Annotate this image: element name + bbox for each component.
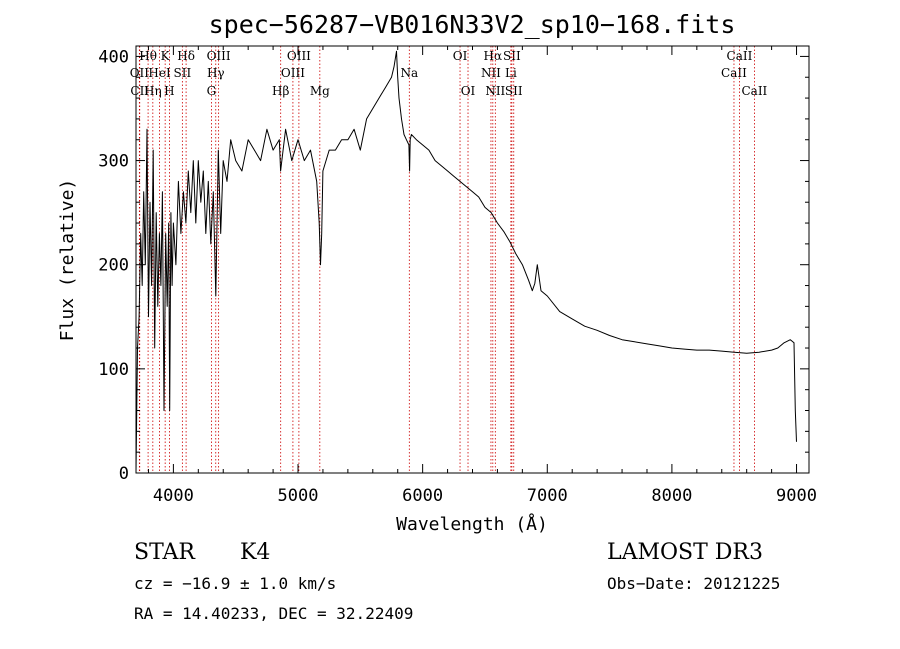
y-tick-label: 300: [98, 152, 129, 172]
x-tick-label: 8000: [651, 486, 692, 506]
spectral-line-label: CaII: [721, 66, 747, 80]
spectral-line-label: Mg: [310, 84, 330, 98]
spectral-line-label: NII: [481, 66, 501, 80]
x-tick-label: 7000: [527, 486, 568, 506]
spectral-line-label: H: [164, 84, 174, 98]
spectral-line-label: SII: [174, 66, 192, 80]
coordinates: RA = 14.40233, DEC = 32.22409: [134, 604, 414, 623]
spectral-line-label: OIII: [281, 66, 305, 80]
redshift-velocity: cz = −16.9 ± 1.0 km/s: [134, 574, 337, 593]
spectral-line-label: HeI: [148, 66, 171, 80]
plot-frame: [135, 45, 810, 474]
object-subclass: K4: [240, 540, 271, 565]
spectral-line-label: OI: [461, 84, 476, 98]
spectral-line-label: SII: [505, 84, 523, 98]
spectral-line-label: OIII: [287, 49, 311, 63]
spectral-line-label: SII: [503, 49, 521, 63]
spectral-line-label: Hθ: [139, 49, 157, 63]
observation-date: Obs−Date: 20121225: [607, 574, 781, 593]
survey-name: LAMOST DR3: [607, 540, 763, 565]
y-tick-label: 0: [119, 464, 129, 484]
spectral-line-label: Hη: [144, 84, 162, 98]
y-tick-label: 100: [98, 360, 129, 380]
spectral-line-label: OII: [130, 66, 150, 80]
spectral-line-label: Hδ: [177, 49, 195, 63]
spectral-line-label: CaII: [741, 84, 767, 98]
y-axis-label: Flux (relative): [57, 179, 78, 342]
spectral-line-label: CII: [130, 84, 149, 98]
x-tick-label: 9000: [776, 486, 817, 506]
chart-title: spec−56287−VB016N33V2_sp10−168.fits: [209, 10, 736, 39]
x-tick-label: 6000: [402, 486, 443, 506]
spectrum-series: [135, 50, 797, 474]
object-class: STAR: [134, 540, 195, 565]
spectral-line-label: Li: [505, 66, 517, 80]
x-tick-label: 5000: [278, 486, 319, 506]
spectral-line-label: OIII: [207, 49, 231, 63]
spectral-line-label: Hα: [484, 49, 503, 63]
y-tick-label: 200: [98, 256, 129, 276]
x-tick-label: 4000: [153, 486, 194, 506]
spectral-line-label: Hβ: [272, 84, 289, 98]
spectral-line-label: OI: [453, 49, 468, 63]
axis-ticks: 4000 5000 6000 7000 8000 9000 0 100 200 300 400: [98, 46, 817, 506]
x-axis-label: Wavelength (Å): [396, 513, 548, 535]
spectral-line-label: Na: [400, 66, 418, 80]
spectrum-flux-line: [135, 50, 797, 474]
y-tick-label: 400: [98, 47, 129, 67]
spectral-line-label: CaII: [727, 49, 753, 63]
spectral-line-label: G: [207, 84, 217, 98]
spectral-line-label: NII: [485, 84, 505, 98]
spectral-line-label: Hγ: [207, 66, 225, 80]
spectral-line-label: K: [161, 49, 171, 63]
